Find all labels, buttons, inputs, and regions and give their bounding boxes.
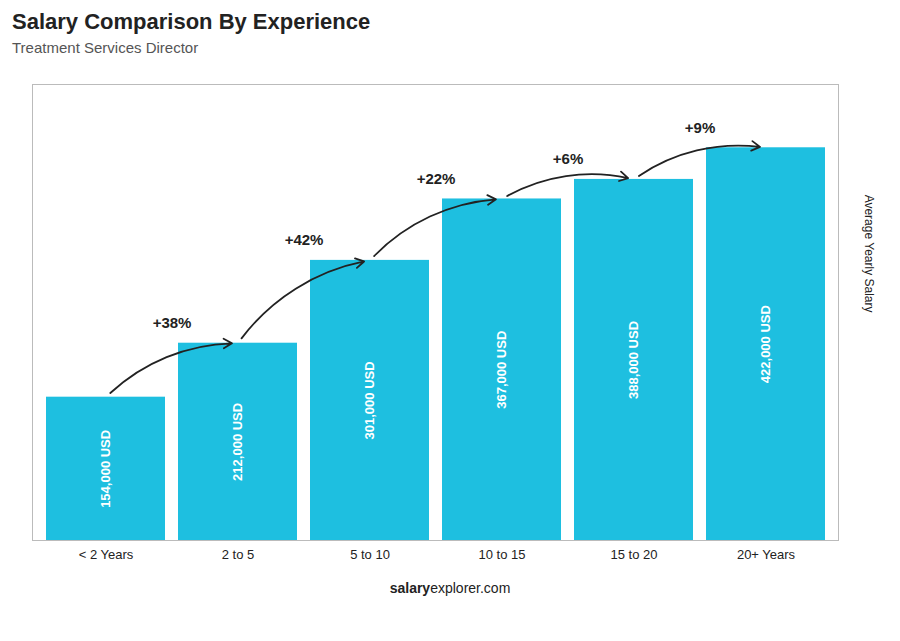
svg-text:2 to 5: 2 to 5 — [222, 547, 255, 562]
svg-text:5 to 10: 5 to 10 — [350, 547, 390, 562]
svg-text:388,000 USD: 388,000 USD — [626, 321, 641, 399]
svg-text:< 2 Years: < 2 Years — [79, 547, 134, 562]
svg-text:+42%: +42% — [285, 231, 324, 248]
svg-text:20+ Years: 20+ Years — [737, 547, 796, 562]
svg-text:367,000 USD: 367,000 USD — [494, 331, 509, 409]
html-text:Treatment Services Director: Treatment Services Director — [12, 39, 199, 56]
svg-text:301,000 USD: 301,000 USD — [362, 361, 377, 439]
svg-text:Average Yearly Salary: Average Yearly Salary — [862, 195, 876, 313]
svg-text:154,000 USD: 154,000 USD — [98, 430, 113, 508]
html-text:Salary Comparison By Experienc: Salary Comparison By Experience — [12, 9, 371, 34]
svg-text:10 to 15: 10 to 15 — [479, 547, 526, 562]
svg-text:+9%: +9% — [685, 119, 715, 136]
svg-text:15 to 20: 15 to 20 — [611, 547, 658, 562]
svg-text:+22%: +22% — [417, 170, 456, 187]
svg-text:+38%: +38% — [153, 314, 192, 331]
svg-text:212,000 USD: 212,000 USD — [230, 403, 245, 481]
svg-text:422,000 USD: 422,000 USD — [758, 305, 773, 383]
svg-text:+6%: +6% — [553, 150, 583, 167]
html-text:salary explorer.com: salary explorer.com — [389, 580, 511, 596]
